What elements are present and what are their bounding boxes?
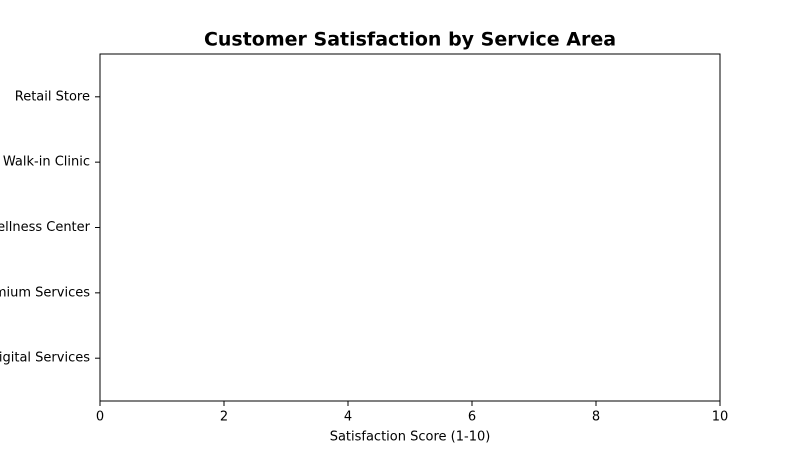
x-axis-label: Satisfaction Score (1-10): [330, 430, 491, 445]
y-tick-label: Wellness Center: [0, 220, 91, 235]
x-tick-label: 4: [344, 410, 352, 425]
plot-frame: [99, 53, 721, 402]
x-tick-label: 10: [712, 410, 729, 425]
y-tick-label: Digital Services: [0, 351, 90, 366]
y-tick-label: Premium Services: [0, 285, 90, 300]
x-tick-label: 2: [220, 410, 228, 425]
y-tick-label: Walk-in Clinic: [3, 155, 90, 170]
y-tick-label: Retail Store: [15, 89, 90, 104]
x-tick-label: 8: [592, 410, 600, 425]
x-tick-label: 6: [468, 410, 476, 425]
chart-title: Customer Satisfaction by Service Area: [204, 29, 616, 51]
x-tick-label: 0: [96, 410, 104, 425]
